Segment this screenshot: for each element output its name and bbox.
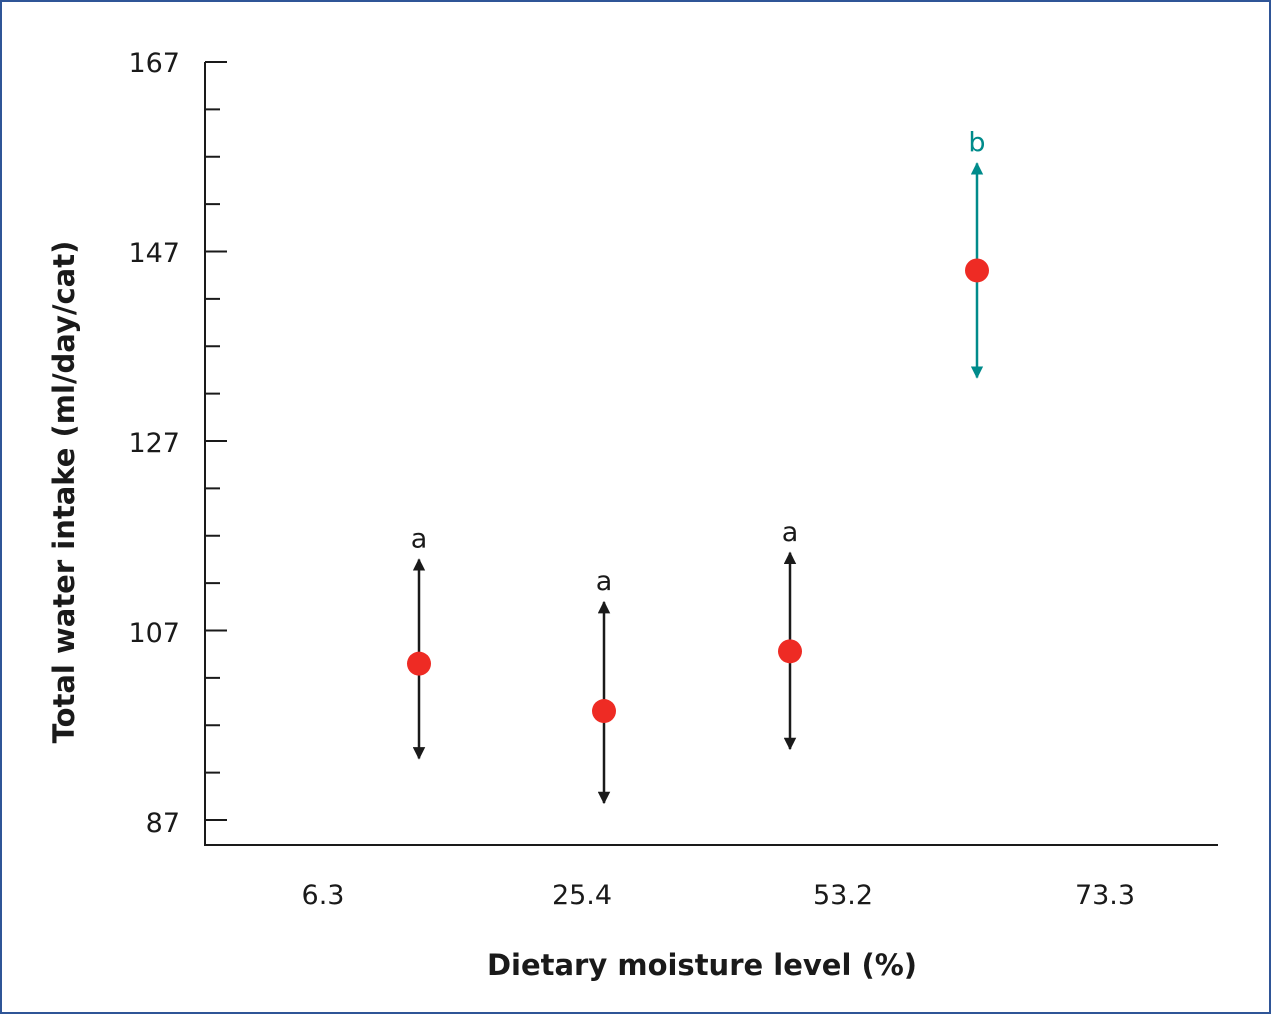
x-tick-labels: 6.3 25.4 53.2 73.3 bbox=[302, 880, 1136, 911]
y-tick-label: 127 bbox=[128, 428, 180, 459]
y-tick-label: 147 bbox=[128, 238, 180, 269]
x-tick-label: 53.2 bbox=[813, 880, 873, 911]
mean-marker bbox=[407, 651, 431, 676]
significance-label: a bbox=[782, 517, 799, 548]
significance-label: a bbox=[411, 523, 428, 554]
x-tick-label: 25.4 bbox=[552, 880, 612, 911]
x-tick-label: 6.3 bbox=[302, 880, 345, 911]
mean-marker bbox=[592, 699, 616, 724]
x-axis-title: Dietary moisture level (%) bbox=[487, 948, 917, 982]
y-tick-label: 167 bbox=[128, 48, 180, 79]
y-tick-label: 107 bbox=[128, 618, 180, 649]
mean-marker bbox=[965, 258, 989, 283]
significance-label: a bbox=[596, 566, 613, 597]
y-tick-labels: 167 147 127 107 87 bbox=[128, 48, 180, 839]
y-tick-label: 87 bbox=[146, 808, 180, 839]
significance-label: b bbox=[968, 127, 985, 158]
data-points: a a a b bbox=[407, 127, 989, 805]
y-axis-title: Total water intake (ml/day/cat) bbox=[47, 241, 81, 744]
y-ticks bbox=[205, 61, 227, 821]
mean-marker bbox=[778, 639, 802, 664]
x-tick-label: 73.3 bbox=[1075, 880, 1135, 911]
